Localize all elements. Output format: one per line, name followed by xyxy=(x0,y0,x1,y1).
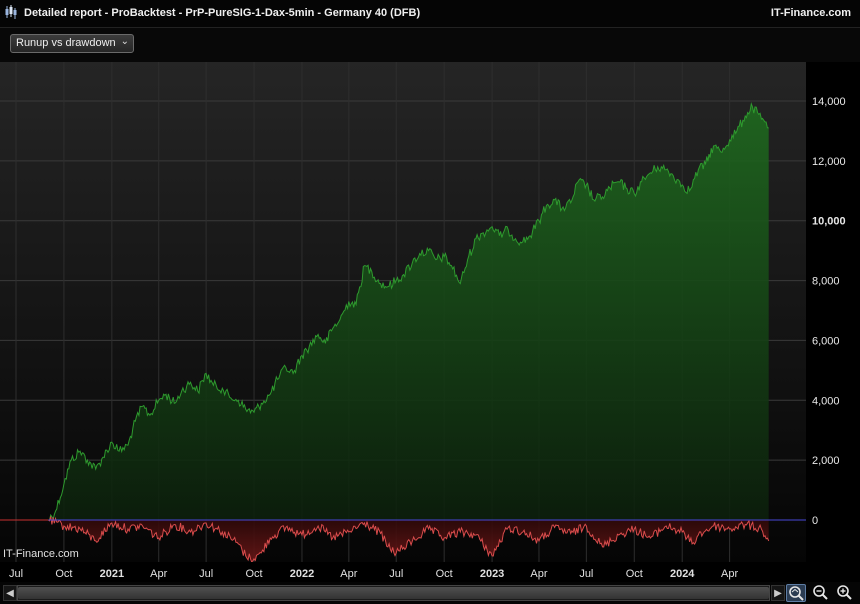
x-tick-label: Jul xyxy=(199,568,213,580)
x-tick-label: 2024 xyxy=(670,568,695,580)
chart-view-select[interactable]: Runup vs drawdown ⌄ xyxy=(10,34,134,53)
y-tick-label: 10,000 xyxy=(812,216,846,228)
series-layer xyxy=(0,102,806,562)
x-tick-label: Jul xyxy=(389,568,403,580)
zoom-fit-icon[interactable] xyxy=(786,584,806,602)
brand-label: IT-Finance.com xyxy=(770,7,851,19)
x-tick-label: Jul xyxy=(9,568,23,580)
x-tick-label: Oct xyxy=(245,568,262,580)
horizontal-scrollbar[interactable] xyxy=(17,585,770,601)
runup-line xyxy=(48,102,769,521)
x-tick-label: Oct xyxy=(626,568,643,580)
runup-drawdown-chart[interactable]: 14,00012,00010,0008,0006,0004,0002,0000-… xyxy=(0,62,860,562)
y-axis-background xyxy=(806,62,860,562)
x-tick-label: 2022 xyxy=(290,568,314,580)
y-tick-label: 14,000 xyxy=(812,96,846,108)
title-bar: Detailed report - ProBacktest - PrP-Pure… xyxy=(0,0,860,28)
chart-area[interactable]: 14,00012,00010,0008,0006,0004,0002,0000-… xyxy=(0,62,860,562)
chevron-left-icon[interactable]: ◀ xyxy=(3,585,17,601)
x-tick-label: Oct xyxy=(55,568,72,580)
x-tick-label: Apr xyxy=(721,568,738,580)
toolbar: Runup vs drawdown ⌄ xyxy=(0,28,860,62)
y-tick-label: 12,000 xyxy=(812,156,846,168)
x-axis-labels: Jul Oct 2021 Apr Jul Oct 2022 Apr Jul Oct 2023 Apr J… xyxy=(9,568,739,580)
y-tick-label: 6,000 xyxy=(812,335,840,347)
chevron-right-icon[interactable]: ▶ xyxy=(771,585,785,601)
zoom-out-icon[interactable] xyxy=(811,584,831,602)
candlestick-chart-icon xyxy=(5,5,17,19)
zoom-in-icon[interactable] xyxy=(835,584,855,602)
navigation-bar: ◀ ▶ xyxy=(0,582,860,604)
chart-view-select-value: Runup vs drawdown xyxy=(16,37,116,49)
chevron-down-icon: ⌄ xyxy=(120,36,129,47)
y-tick-label: 2,000 xyxy=(812,455,840,467)
x-tick-label: Apr xyxy=(340,568,357,580)
y-tick-label: 8,000 xyxy=(812,276,840,288)
x-tick-label: 2023 xyxy=(480,568,504,580)
x-tick-label: Apr xyxy=(150,568,167,580)
drawdown-line xyxy=(48,516,770,562)
x-tick-label: 2021 xyxy=(100,568,124,580)
y-tick-label: 0 xyxy=(812,515,818,527)
window-title: Detailed report - ProBacktest - PrP-Pure… xyxy=(24,7,421,19)
x-tick-label: Oct xyxy=(436,568,453,580)
x-tick-label: Jul xyxy=(579,568,593,580)
x-tick-label: Apr xyxy=(530,568,547,580)
watermark-label: IT-Finance.com xyxy=(3,548,79,560)
x-axis: Jul Oct 2021 Apr Jul Oct 2022 Apr Jul Oct 2023 Apr J… xyxy=(0,562,860,582)
runup-area xyxy=(48,103,769,521)
y-axis-ticks: 14,00012,00010,0008,0006,0004,0002,0000-… xyxy=(812,96,846,527)
scrollbar-thumb[interactable] xyxy=(18,587,769,599)
y-tick-label: 4,000 xyxy=(812,395,840,407)
